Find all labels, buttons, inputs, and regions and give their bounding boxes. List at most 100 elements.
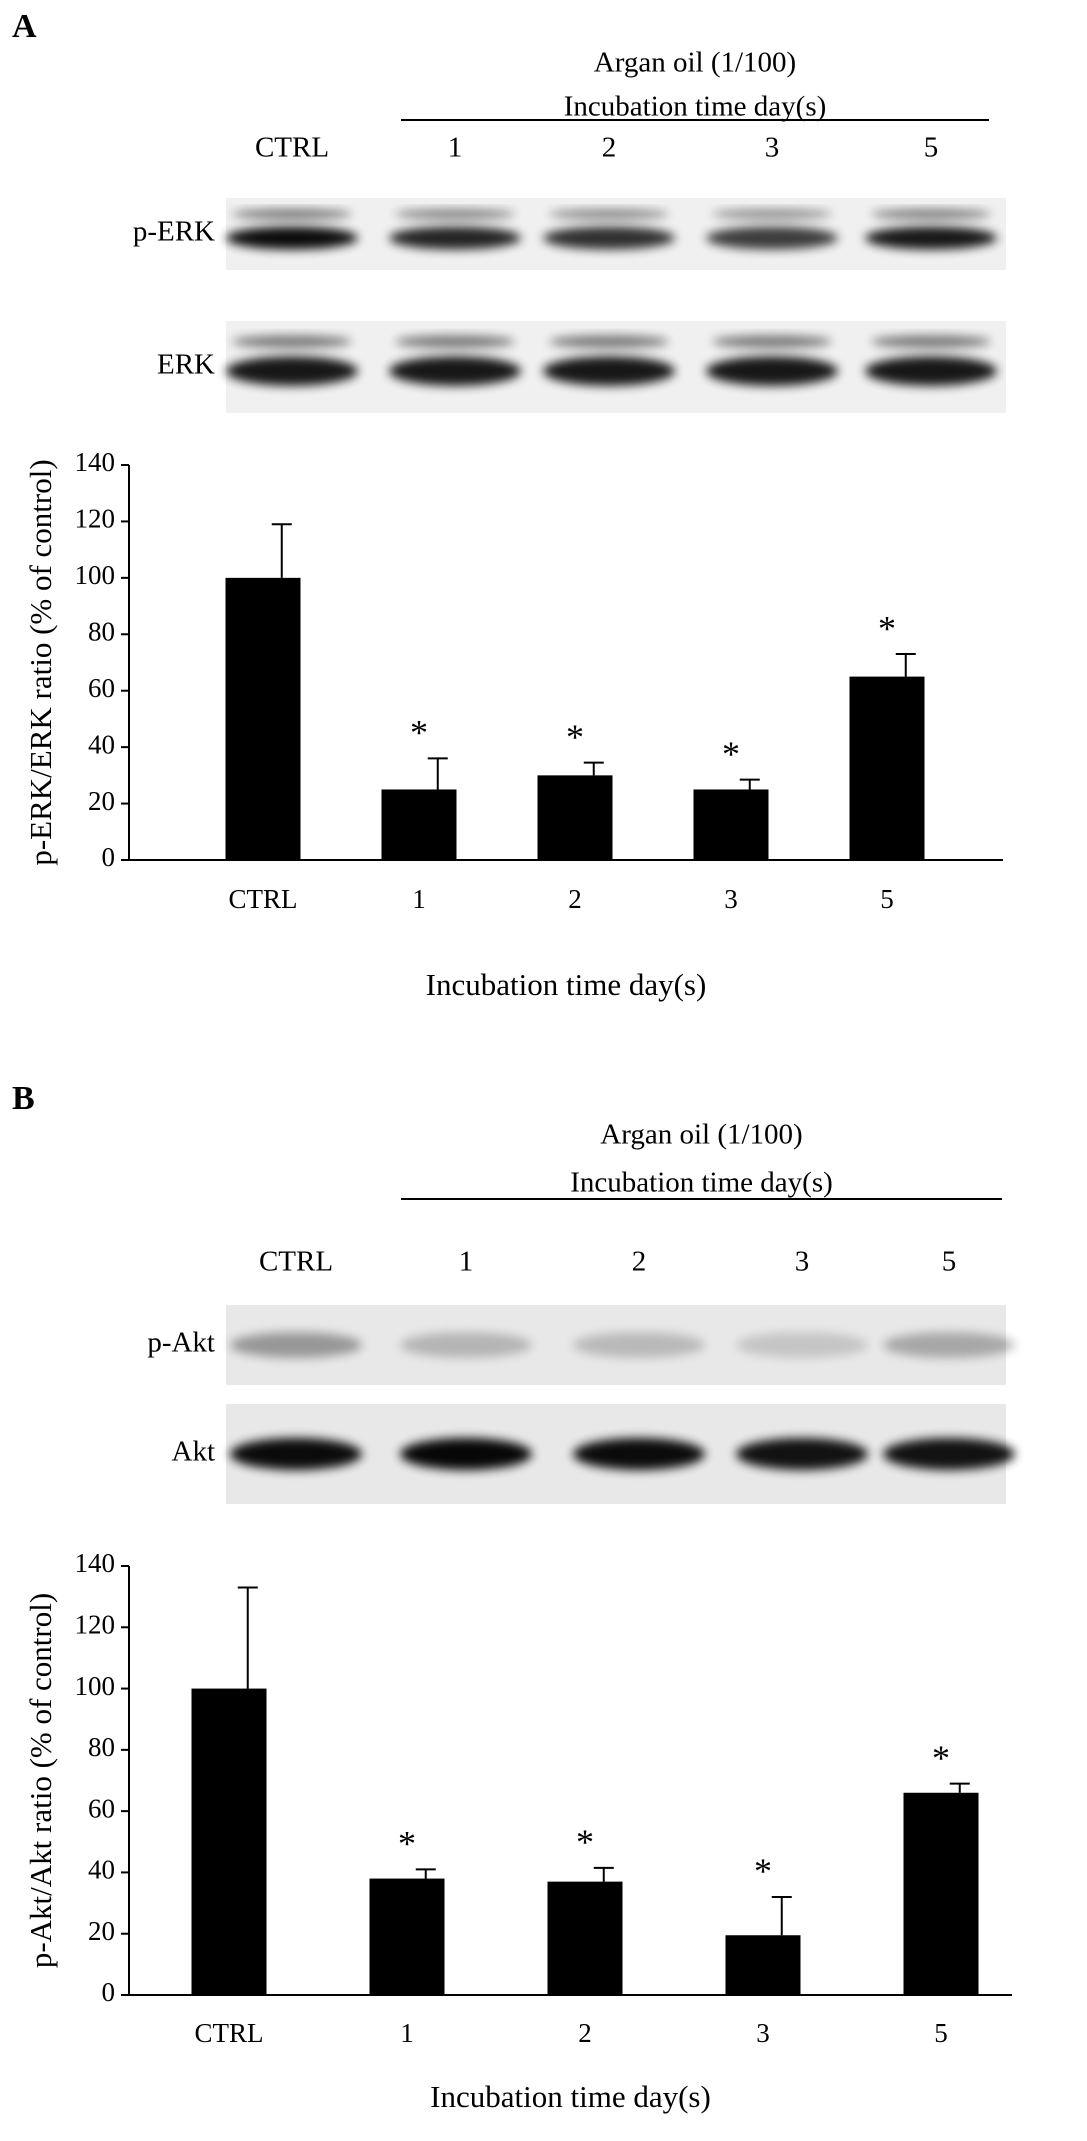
lane-label: CTRL — [255, 132, 329, 164]
x-tick-label: 2 — [578, 2018, 592, 2048]
y-tick-label: 80 — [88, 1732, 115, 1762]
blot-band — [883, 1332, 1015, 1358]
blot-band — [549, 335, 669, 349]
significance-marker: * — [398, 1824, 416, 1864]
y-tick-label: 100 — [75, 560, 116, 590]
blot-header: Incubation time day(s) — [564, 91, 827, 123]
y-tick-label: 0 — [102, 1977, 116, 2007]
lane-label: 5 — [924, 132, 939, 164]
significance-marker: * — [410, 713, 428, 753]
x-tick-label: 5 — [934, 2018, 948, 2048]
bar — [369, 1878, 445, 1995]
y-tick-label: 0 — [102, 842, 116, 872]
x-tick-label: 3 — [756, 2018, 770, 2048]
error-bar — [583, 761, 604, 776]
y-tick-label: 20 — [88, 786, 115, 816]
significance-marker: * — [566, 717, 584, 757]
x-axis-title: Incubation time day(s) — [426, 967, 707, 1002]
x-tick-label: 1 — [400, 2018, 414, 2048]
error-bar — [237, 1586, 258, 1689]
blot-band — [865, 356, 997, 386]
blot-row-label: p-ERK — [133, 216, 215, 248]
y-tick-label: 20 — [88, 1916, 115, 1946]
blot-row-label: p-Akt — [147, 1327, 215, 1359]
error-bar — [771, 1895, 792, 1936]
blot-band — [543, 226, 675, 250]
blot-band — [865, 226, 997, 250]
blot-band — [871, 209, 991, 220]
bar — [725, 1935, 801, 1995]
error-bar — [593, 1866, 614, 1882]
blot-band — [736, 1438, 868, 1470]
y-tick-label: 140 — [75, 447, 116, 477]
blot-band — [706, 356, 838, 386]
y-tick-label: 40 — [88, 1855, 115, 1885]
blot-band — [389, 356, 521, 386]
error-bar — [427, 757, 448, 790]
blot-band — [226, 356, 358, 386]
panel-label: A — [12, 8, 37, 45]
y-tick-label: 140 — [75, 1548, 116, 1578]
y-tick-label: 100 — [75, 1671, 116, 1701]
x-tick-label: 1 — [412, 884, 426, 914]
significance-marker: * — [722, 734, 740, 774]
blot-band — [226, 226, 358, 250]
error-bar — [271, 523, 292, 578]
blot-band — [549, 209, 669, 220]
significance-marker: * — [878, 608, 896, 648]
y-tick-label: 120 — [75, 504, 116, 534]
bar — [191, 1688, 267, 1995]
lane-label: 2 — [602, 132, 617, 164]
bar — [381, 789, 457, 860]
blot-band — [232, 209, 352, 220]
blot-band — [706, 226, 838, 250]
lane-label: CTRL — [259, 1246, 333, 1278]
blot-band — [871, 335, 991, 349]
blot-band — [232, 335, 352, 349]
error-bar — [415, 1868, 436, 1879]
y-axis-title: p-Akt/Akt ratio (% of control) — [23, 1593, 58, 1968]
blot-band — [573, 1438, 705, 1470]
blot-band — [573, 1332, 705, 1358]
lane-label: 3 — [795, 1246, 810, 1278]
blot-band — [230, 1332, 362, 1358]
blot-band — [389, 226, 521, 250]
panel-label: B — [12, 1080, 35, 1117]
blot-band — [712, 335, 832, 349]
blot-row-label: Akt — [172, 1436, 216, 1468]
blot-row-label: ERK — [157, 349, 215, 381]
error-bar — [895, 653, 916, 677]
blot-band — [400, 1438, 532, 1470]
x-tick-label: 5 — [880, 884, 894, 914]
y-tick-label: 40 — [88, 729, 115, 759]
blot-band — [883, 1438, 1015, 1470]
lane-label: 3 — [765, 132, 780, 164]
significance-marker: * — [576, 1822, 594, 1862]
blot-band — [395, 335, 515, 349]
y-axis-title: p-ERK/ERK ratio (% of control) — [23, 459, 58, 865]
blot-header: Argan oil (1/100) — [594, 47, 796, 79]
significance-marker: * — [754, 1851, 772, 1891]
blot-band — [395, 209, 515, 220]
error-bar — [949, 1782, 970, 1793]
blot-header: Argan oil (1/100) — [600, 1119, 802, 1151]
blot-band — [712, 209, 832, 220]
y-tick-label: 60 — [88, 1793, 115, 1823]
x-tick-label: CTRL — [228, 884, 297, 914]
blot-band — [400, 1332, 532, 1358]
error-bar — [739, 778, 760, 790]
bar — [849, 676, 925, 860]
y-tick-label: 120 — [75, 1609, 116, 1639]
bar — [547, 1881, 623, 1995]
y-tick-label: 60 — [88, 673, 115, 703]
x-tick-label: 2 — [568, 884, 582, 914]
y-tick-label: 80 — [88, 616, 115, 646]
bar — [537, 775, 613, 860]
x-axis-title: Incubation time day(s) — [430, 2079, 711, 2114]
blot-header: Incubation time day(s) — [570, 1167, 833, 1199]
bar — [693, 789, 769, 860]
bar — [225, 577, 301, 860]
lane-label: 2 — [632, 1246, 647, 1278]
bar — [903, 1792, 979, 1995]
